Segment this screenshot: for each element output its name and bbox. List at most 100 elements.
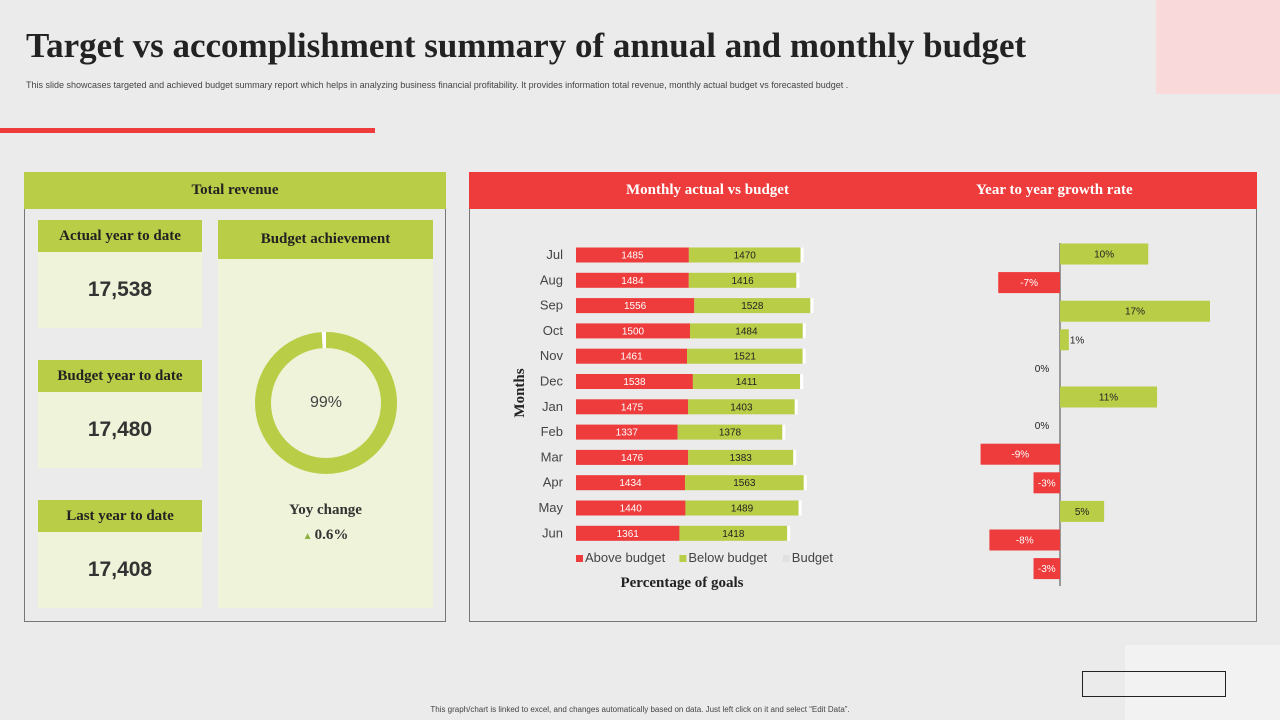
below-budget-bar [677,424,783,440]
above-budget-data-label: 1556 [624,301,647,312]
month-tick-label: Nov [540,348,564,363]
last-ytd-card: Last year to date 17,408 [38,500,202,608]
growth-bar-positive [1060,500,1105,522]
bar-gap [810,298,814,314]
month-tick-label: Dec [540,374,564,389]
growth-data-label: 1% [1070,335,1085,346]
donut-slice-remaining [255,332,397,474]
legend-swatch-above-budget [576,555,583,562]
bar-gap [798,500,802,516]
below-budget-data-label: 1383 [730,453,753,464]
achievement-percent: 99% [309,394,343,411]
above-budget-bar [576,323,690,339]
growth-bar-negative [998,272,1060,294]
month-tick-label: Aug [540,272,563,287]
above-budget-data-label: 1461 [620,352,643,363]
above-budget-bar [576,525,680,541]
budget-achievement-card: Budget achievement 99% Yoy change ▲ 0.6% [218,220,433,608]
above-budget-data-label: 1500 [622,326,645,337]
growth-bar-negative [1033,558,1060,580]
footer-note: This graph/chart is linked to excel, and… [430,705,850,714]
above-budget-bar [576,424,678,440]
budget-ytd-card: Budget year to date 17,480 [38,360,202,468]
above-budget-data-label: 1434 [619,478,642,489]
achievement-donut-svg [255,332,397,474]
below-budget-data-label: 1521 [734,352,757,363]
growth-data-label: 5% [1075,507,1090,518]
below-budget-bar [687,348,803,364]
legend-label: Above budget [585,550,666,565]
below-budget-bar [688,272,797,288]
below-budget-data-label: 1528 [741,301,764,312]
growth-bar-positive [1060,329,1069,351]
growth-chart-title: Year to year growth rate [976,182,1133,198]
month-tick-label: Jul [546,247,563,262]
month-tick-label: Jan [542,399,563,414]
below-budget-bar [690,323,803,339]
growth-data-label: -3% [1038,564,1056,575]
up-triangle-icon: ▲ [302,531,313,542]
decorative-grey-corner [1125,645,1280,720]
below-budget-data-label: 1470 [734,251,757,262]
below-budget-bar [688,449,794,465]
below-budget-bar [688,399,795,415]
below-budget-bar [685,500,799,516]
above-budget-data-label: 1538 [623,377,646,388]
above-budget-bar [576,449,689,465]
above-budget-data-label: 1475 [621,402,644,413]
last-ytd-value: 17,408 [87,558,153,581]
legend-label: Below budget [688,550,767,565]
above-budget-bar [576,348,688,364]
bar-gap [800,247,804,263]
growth-bar-negative [980,443,1060,465]
actual-ytd-value: 17,538 [87,278,153,301]
bar-gap [787,525,791,541]
above-budget-bar [576,374,693,389]
bar-gap [803,475,807,491]
below-budget-bar [684,475,804,491]
x-axis-title: Percentage of goals [620,575,743,591]
right-panel-header: Monthly actual vs budget Year to year gr… [469,172,1257,209]
monthly-growth-panel: Jul 1485 1470 Aug 1484 1416 Sep 1556 1528 Oct 1500… [469,172,1257,622]
above-budget-bar [576,500,686,516]
growth-bar-positive [1060,386,1158,408]
yoy-change-label: Yoy change [289,502,362,518]
above-budget-bar [576,247,689,263]
bar-gap [794,399,798,415]
below-budget-data-label: 1411 [736,377,758,388]
growth-bar-negative [1033,472,1060,494]
growth-data-label: -3% [1038,478,1056,489]
above-budget-bar [576,399,689,415]
growth-data-label: 17% [1125,307,1145,318]
growth-data-label: 11% [1099,393,1118,404]
above-budget-bar [576,475,685,491]
bar-gap [800,374,804,389]
above-budget-data-label: 1485 [621,251,644,262]
last-ytd-label: Last year to date [38,500,202,532]
below-budget-data-label: 1403 [730,402,753,413]
above-budget-bar [576,298,695,314]
yoy-change-value: 0.6% [314,527,349,543]
month-tick-label: Sep [540,298,563,313]
below-budget-bar [688,247,801,263]
bar-gap [802,348,806,364]
above-budget-data-label: 1484 [621,276,644,287]
below-budget-data-label: 1563 [733,478,756,489]
growth-data-label: 0% [1035,421,1050,432]
decorative-pink-corner [1156,0,1280,94]
actual-ytd-card: Actual year to date 17,538 [38,220,202,328]
bar-gap [782,424,786,440]
bar-gap [802,323,806,339]
empty-placeholder-box [1082,671,1226,697]
above-budget-data-label: 1337 [616,428,639,439]
growth-data-label: 10% [1094,250,1114,261]
growth-data-label: -7% [1020,278,1038,289]
below-budget-data-label: 1378 [719,428,742,439]
below-budget-bar [694,298,811,314]
yoy-change-value-row: ▲ 0.6% [218,527,433,544]
legend-swatch-below-budget [679,555,687,562]
total-revenue-header: Total revenue [24,172,446,209]
below-budget-data-label: 1418 [722,529,745,540]
monthly-growth-charts: Jul 1485 1470 Aug 1484 1416 Sep 1556 1528 Oct 1500… [512,243,1210,591]
month-tick-label: Jun [542,525,563,540]
